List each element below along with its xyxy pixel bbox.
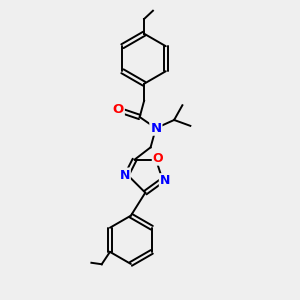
- Text: N: N: [160, 174, 170, 187]
- Text: N: N: [119, 169, 130, 182]
- Text: O: O: [112, 103, 124, 116]
- Text: O: O: [153, 152, 164, 165]
- Text: N: N: [150, 122, 161, 135]
